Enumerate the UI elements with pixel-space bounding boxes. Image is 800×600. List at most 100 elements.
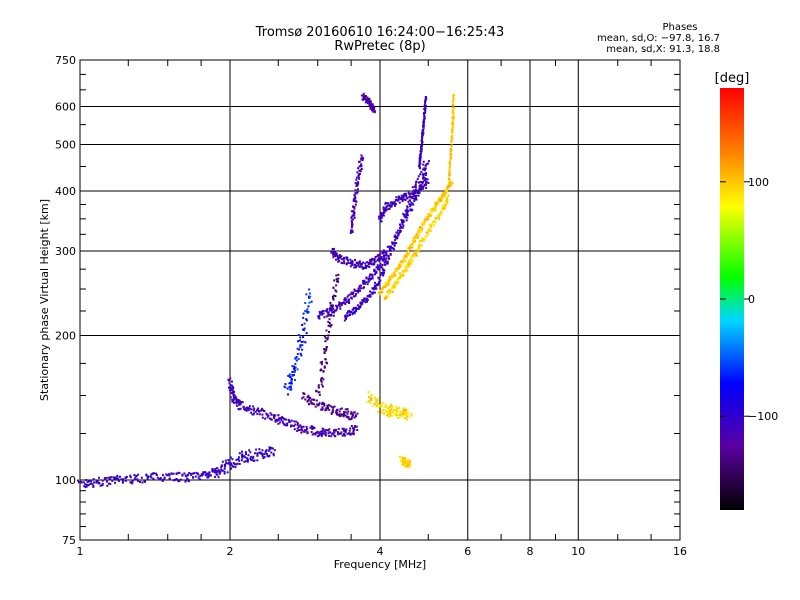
data-point (437, 197, 440, 200)
data-point (378, 256, 381, 259)
data-point (223, 470, 226, 473)
data-point (448, 174, 451, 177)
data-point (409, 205, 412, 208)
data-point (384, 405, 387, 408)
data-point (328, 431, 331, 434)
data-point (401, 261, 404, 264)
data-point (337, 433, 340, 436)
data-point (361, 159, 364, 162)
data-point (342, 413, 345, 416)
data-point (355, 176, 358, 179)
data-point (398, 455, 401, 458)
data-point (326, 337, 329, 340)
data-point (414, 198, 417, 201)
data-point (265, 452, 268, 455)
data-point (423, 220, 426, 223)
data-point (324, 358, 327, 361)
data-point (366, 294, 369, 297)
data-point (417, 229, 420, 232)
data-point (137, 479, 140, 482)
data-point (414, 186, 417, 189)
data-point (199, 478, 202, 481)
data-point (367, 263, 370, 266)
data-point (186, 478, 189, 481)
data-point (93, 481, 96, 484)
data-point (272, 452, 275, 455)
data-point (340, 413, 343, 416)
data-point (395, 196, 398, 199)
data-point (286, 422, 289, 425)
data-point (438, 213, 441, 216)
data-point (353, 266, 356, 269)
data-point (355, 289, 358, 292)
data-point (358, 165, 361, 168)
data-point (385, 295, 388, 298)
data-point (350, 412, 353, 415)
data-point (445, 199, 448, 202)
data-point (379, 219, 382, 222)
data-point (101, 484, 104, 487)
data-point (344, 434, 347, 437)
data-point (404, 413, 407, 416)
data-point (364, 265, 367, 268)
data-point (378, 215, 381, 218)
data-point (416, 192, 419, 195)
data-point (91, 483, 94, 486)
data-point (421, 237, 424, 240)
x-tick-label: 2 (227, 545, 234, 558)
data-point (145, 473, 148, 476)
data-point (346, 295, 349, 298)
data-point (413, 250, 416, 253)
data-point (152, 478, 155, 481)
data-point (353, 205, 356, 208)
data-point (451, 111, 454, 114)
data-point (228, 382, 231, 385)
data-point (350, 411, 353, 414)
data-point (335, 309, 338, 312)
data-point (351, 221, 354, 224)
data-point (418, 188, 421, 191)
data-point (205, 472, 208, 475)
data-point (166, 474, 169, 477)
data-point (382, 255, 385, 258)
data-point (428, 228, 431, 231)
data-point (337, 277, 340, 280)
data-point (421, 168, 424, 171)
data-point (301, 397, 304, 400)
data-point (338, 415, 341, 418)
data-point (83, 485, 86, 488)
data-point (407, 253, 410, 256)
data-point (351, 264, 354, 267)
data-point (384, 201, 387, 204)
data-point (425, 163, 428, 166)
data-point (391, 405, 394, 408)
data-point (379, 274, 382, 277)
data-point (399, 223, 402, 226)
data-point (322, 429, 325, 432)
data-point (231, 458, 234, 461)
data-point (261, 454, 264, 457)
data-point (352, 218, 355, 221)
data-point (418, 241, 421, 244)
data-point (328, 434, 331, 437)
data-point (302, 328, 305, 331)
data-point (378, 253, 381, 256)
data-point (191, 472, 194, 475)
data-point (384, 259, 387, 262)
data-point (418, 226, 421, 229)
data-point (368, 279, 371, 282)
data-point (302, 425, 305, 428)
data-point (349, 258, 352, 261)
data-point (335, 254, 338, 257)
data-point (347, 262, 350, 265)
data-point (399, 275, 402, 278)
data-point (362, 94, 365, 97)
data-point (294, 366, 297, 369)
data-point (450, 144, 453, 147)
data-point (321, 431, 324, 434)
data-point (406, 205, 409, 208)
data-point (240, 450, 243, 453)
data-point (353, 289, 356, 292)
data-point (401, 198, 404, 201)
data-point (379, 289, 382, 292)
